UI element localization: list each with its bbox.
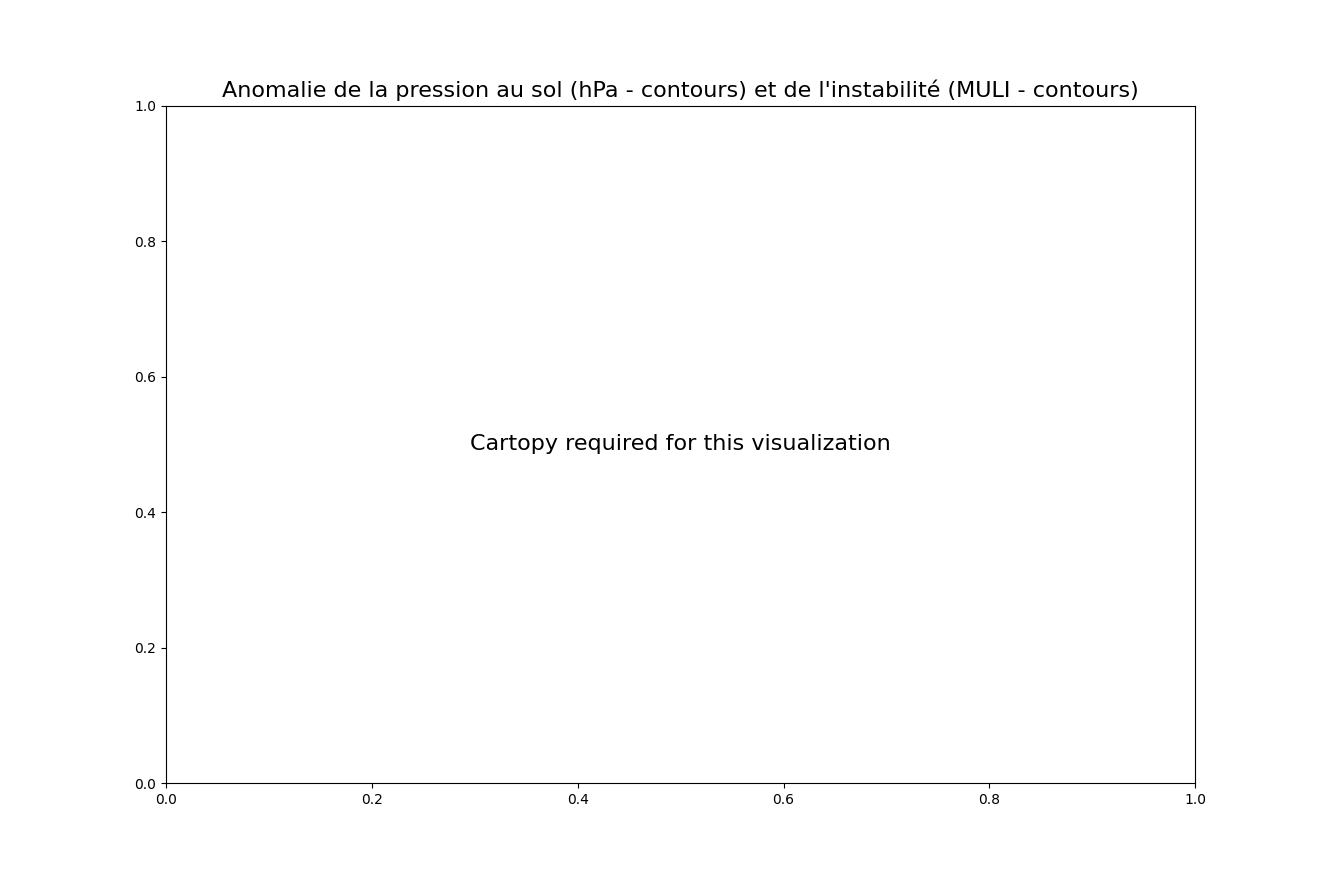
Title: Anomalie de la pression au sol (hPa - contours) et de l'instabilité (MULI - cont: Anomalie de la pression au sol (hPa - co… bbox=[222, 80, 1139, 101]
Text: Cartopy required for this visualization: Cartopy required for this visualization bbox=[470, 435, 891, 454]
